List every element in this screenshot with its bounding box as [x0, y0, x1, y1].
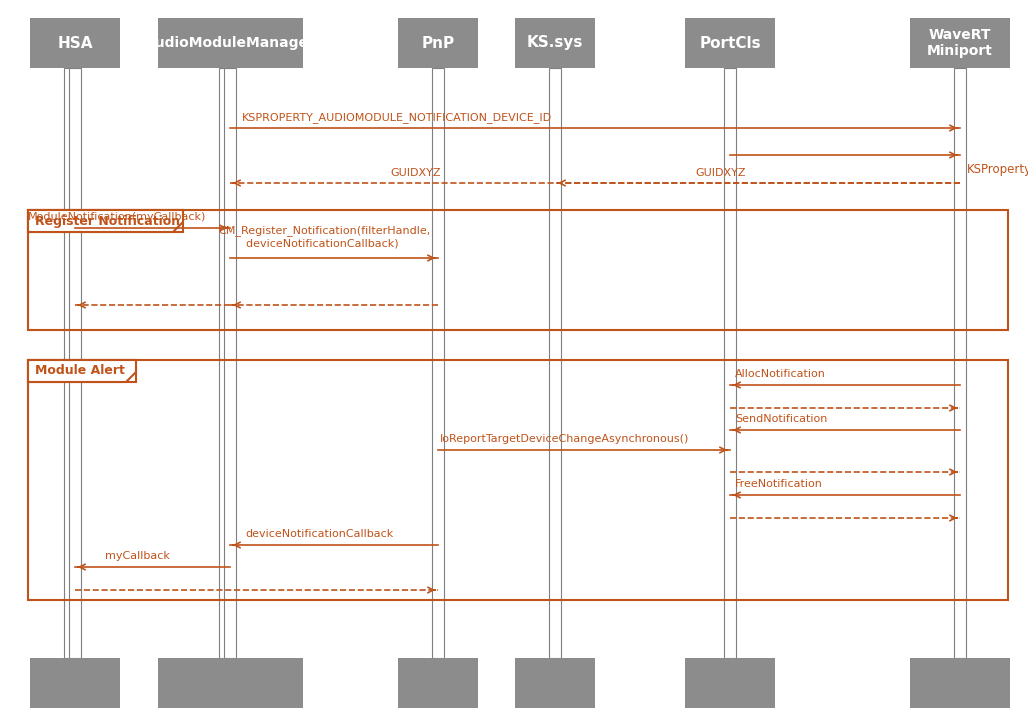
Text: Register Notification: Register Notification [35, 215, 180, 228]
Bar [219, 68, 231, 658]
Text: KS.sys: KS.sys [526, 35, 583, 50]
Bar [685, 658, 775, 708]
Text: WaveRT
Miniport: WaveRT Miniport [927, 28, 993, 58]
Text: KSPropertyHandle: KSPropertyHandle [967, 163, 1028, 176]
Text: FreeNotification: FreeNotification [735, 479, 822, 489]
Bar [954, 68, 966, 658]
Bar [28, 360, 1008, 600]
Bar [224, 68, 236, 658]
Bar [30, 658, 120, 708]
Bar [724, 68, 736, 658]
Bar [30, 18, 120, 68]
Bar [910, 18, 1009, 68]
Bar [64, 68, 76, 658]
Text: AllocNotification: AllocNotification [735, 369, 825, 379]
Bar [69, 68, 81, 658]
Bar [398, 658, 478, 708]
Bar [398, 18, 478, 68]
Text: PnP: PnP [421, 35, 454, 50]
Polygon shape [28, 360, 136, 382]
Text: myCallback: myCallback [105, 551, 170, 561]
Text: IoReportTargetDeviceChangeAsynchronous(): IoReportTargetDeviceChangeAsynchronous() [440, 434, 690, 444]
Bar [515, 658, 595, 708]
Text: CM_Register_Notification(filterHandle,
        deviceNotificationCallback): CM_Register_Notification(filterHandle, d… [218, 225, 431, 248]
Bar [515, 18, 595, 68]
Text: SendNotification: SendNotification [735, 414, 828, 424]
Text: AudioModuleManager: AudioModuleManager [145, 36, 316, 50]
Bar [685, 18, 775, 68]
Text: Module Alert: Module Alert [35, 364, 124, 377]
Text: deviceNotificationCallback: deviceNotificationCallback [245, 529, 394, 539]
Bar [28, 210, 1008, 330]
Text: GUIDXYZ: GUIDXYZ [390, 168, 441, 178]
Bar [549, 68, 561, 658]
Bar [157, 18, 302, 68]
Text: GUIDXYZ: GUIDXYZ [695, 168, 745, 178]
Text: HSA: HSA [58, 35, 93, 50]
Polygon shape [28, 210, 183, 232]
Text: PortCls: PortCls [699, 35, 761, 50]
Bar [28, 210, 183, 232]
Text: ModuleNotification(myCallback): ModuleNotification(myCallback) [28, 212, 207, 222]
Bar [157, 658, 302, 708]
Text: KSPROPERTY_AUDIOMODULE_NOTIFICATION_DEVICE_ID: KSPROPERTY_AUDIOMODULE_NOTIFICATION_DEVI… [242, 112, 552, 123]
Bar [28, 360, 136, 382]
Bar [432, 68, 444, 658]
Bar [910, 658, 1009, 708]
